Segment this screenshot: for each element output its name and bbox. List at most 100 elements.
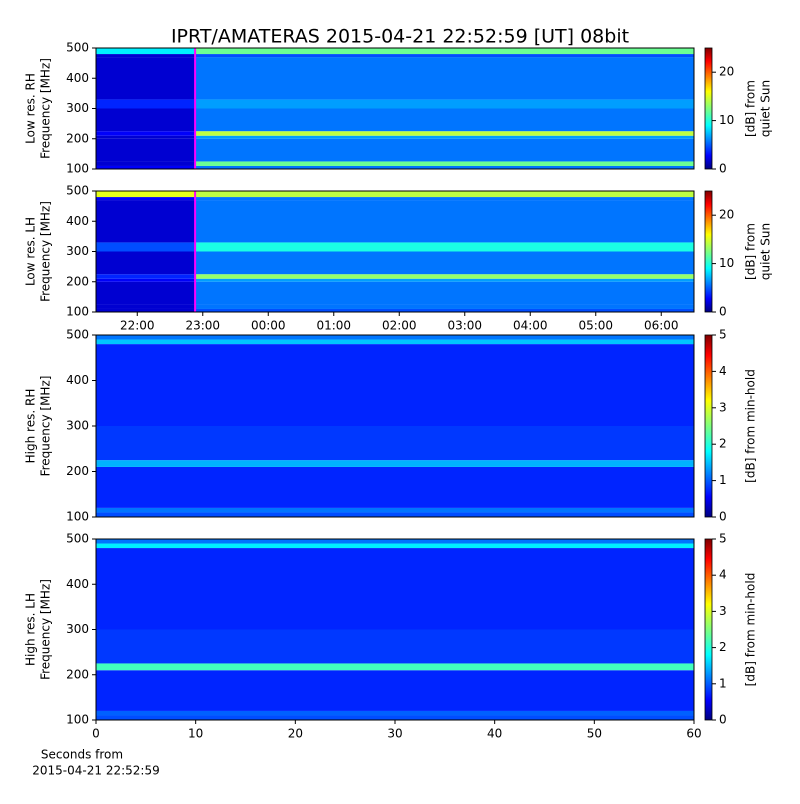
heatmap-cell (195, 251, 695, 275)
y-axis-label: Frequency [MHz] (39, 376, 53, 477)
y-tick-label: 300 (66, 101, 89, 115)
heatmap-cell (96, 48, 196, 55)
x-tick-label: 50 (587, 727, 602, 741)
heatmap-cell (195, 135, 695, 139)
heatmap-cell (96, 200, 196, 243)
colorbar-tick-label: 10 (719, 113, 734, 127)
heatmap-cell (96, 274, 196, 279)
y-axis-label: Low res. LH (24, 217, 38, 286)
colorbar-label: [dB] from min-hold (744, 573, 758, 687)
heatmap-cell (195, 274, 695, 279)
y-tick-label: 200 (66, 131, 89, 145)
heatmap-cell (195, 278, 695, 282)
colorbar-label: quiet Sun (759, 80, 773, 137)
y-tick-label: 100 (66, 713, 89, 727)
heatmap-cell (96, 339, 694, 345)
heatmap-cell (96, 466, 694, 508)
y-tick-label: 200 (66, 274, 89, 288)
colorbar-tick-label: 10 (719, 256, 734, 270)
x-tick-label: 20 (288, 727, 303, 741)
x-tick-label: 01:00 (316, 319, 351, 333)
y-tick-label: 500 (66, 41, 89, 55)
x-tick-label: 60 (686, 727, 701, 741)
figure-title: IPRT/AMATERAS 2015-04-21 22:52:59 [UT] 0… (171, 26, 629, 48)
colorbar-tick-label: 0 (719, 162, 727, 176)
heatmap-cell (96, 670, 694, 711)
heatmap-cell (96, 99, 196, 109)
colorbar-tick-label: 4 (719, 364, 727, 378)
y-tick-label: 200 (66, 464, 89, 478)
x-tick-label: 03:00 (447, 319, 482, 333)
colorbar-label: [dB] from (744, 223, 758, 280)
colorbar-tick-label: 3 (719, 604, 727, 618)
heatmap-cell (195, 165, 695, 169)
heatmap-cell (96, 344, 694, 426)
x-tick-label: 22:00 (120, 319, 155, 333)
x-tick-label: 02:00 (382, 319, 417, 333)
y-axis-label: Frequency [MHz] (39, 579, 53, 680)
colorbar (704, 334, 713, 518)
x-axis-label: 2015-04-21 22:52:59 (32, 764, 159, 778)
heatmap-cell (96, 710, 694, 716)
heatmap-cell (96, 135, 196, 139)
heatmap-cell (195, 99, 695, 109)
colorbar-tick-label: 0 (719, 510, 727, 524)
colorbar-tick-label: 20 (719, 208, 734, 222)
x-tick-label: 40 (487, 727, 502, 741)
heatmap-cell (195, 138, 695, 162)
x-tick-label: 06:00 (644, 319, 679, 333)
colorbar-tick-label: 0 (719, 713, 727, 727)
heatmap-cell (96, 426, 694, 461)
heatmap-cell (195, 108, 695, 132)
heatmap-cell (96, 663, 694, 671)
heatmap-cell (195, 57, 695, 100)
x-tick-label: 23:00 (185, 319, 220, 333)
y-tick-label: 100 (66, 162, 89, 176)
heatmap-cell (195, 191, 695, 198)
heatmap-cell (96, 108, 196, 132)
y-axis-label: High res. RH (24, 389, 38, 464)
colorbar-tick-label: 4 (719, 568, 727, 582)
colorbar-tick-label: 2 (719, 640, 727, 654)
heatmap-cell (96, 131, 196, 136)
colorbar-label: quiet Sun (759, 223, 773, 280)
heatmap-cell (195, 281, 695, 305)
y-tick-label: 400 (66, 373, 89, 387)
heatmap-cell (195, 242, 695, 252)
heatmap-cell (96, 548, 694, 630)
colorbar-tick-label: 3 (719, 400, 727, 414)
heatmap-cell (96, 165, 196, 169)
heatmap-cell (96, 629, 694, 664)
heatmap-cell (96, 543, 694, 549)
y-tick-label: 500 (66, 328, 89, 342)
heatmap-cell (195, 308, 695, 312)
heatmap-cell (195, 161, 695, 166)
y-tick-label: 400 (66, 214, 89, 228)
heatmap-cell (96, 308, 196, 312)
colorbar-label: [dB] from (744, 80, 758, 137)
colorbar (704, 47, 713, 170)
y-tick-label: 400 (66, 577, 89, 591)
y-tick-label: 300 (66, 244, 89, 258)
heatmap-cell (96, 512, 694, 517)
heatmap-cell (195, 197, 695, 201)
x-tick-label: 30 (387, 727, 402, 741)
heatmap-cell (195, 200, 695, 243)
y-tick-label: 500 (66, 184, 89, 198)
colorbar-tick-label: 5 (719, 532, 727, 546)
heatmap-cell (96, 507, 694, 513)
colorbar-tick-label: 2 (719, 437, 727, 451)
heatmap-cell (195, 304, 695, 309)
y-tick-label: 400 (66, 71, 89, 85)
heatmap-cell (96, 161, 196, 166)
x-tick-label: 0 (92, 727, 100, 741)
heatmap-cell (96, 242, 196, 252)
colorbar-tick-label: 0 (719, 305, 727, 319)
y-tick-label: 300 (66, 622, 89, 636)
heatmap-cell (96, 251, 196, 275)
colorbar (704, 538, 713, 721)
y-tick-label: 100 (66, 305, 89, 319)
y-tick-label: 300 (66, 419, 89, 433)
x-tick-label: 10 (188, 727, 203, 741)
